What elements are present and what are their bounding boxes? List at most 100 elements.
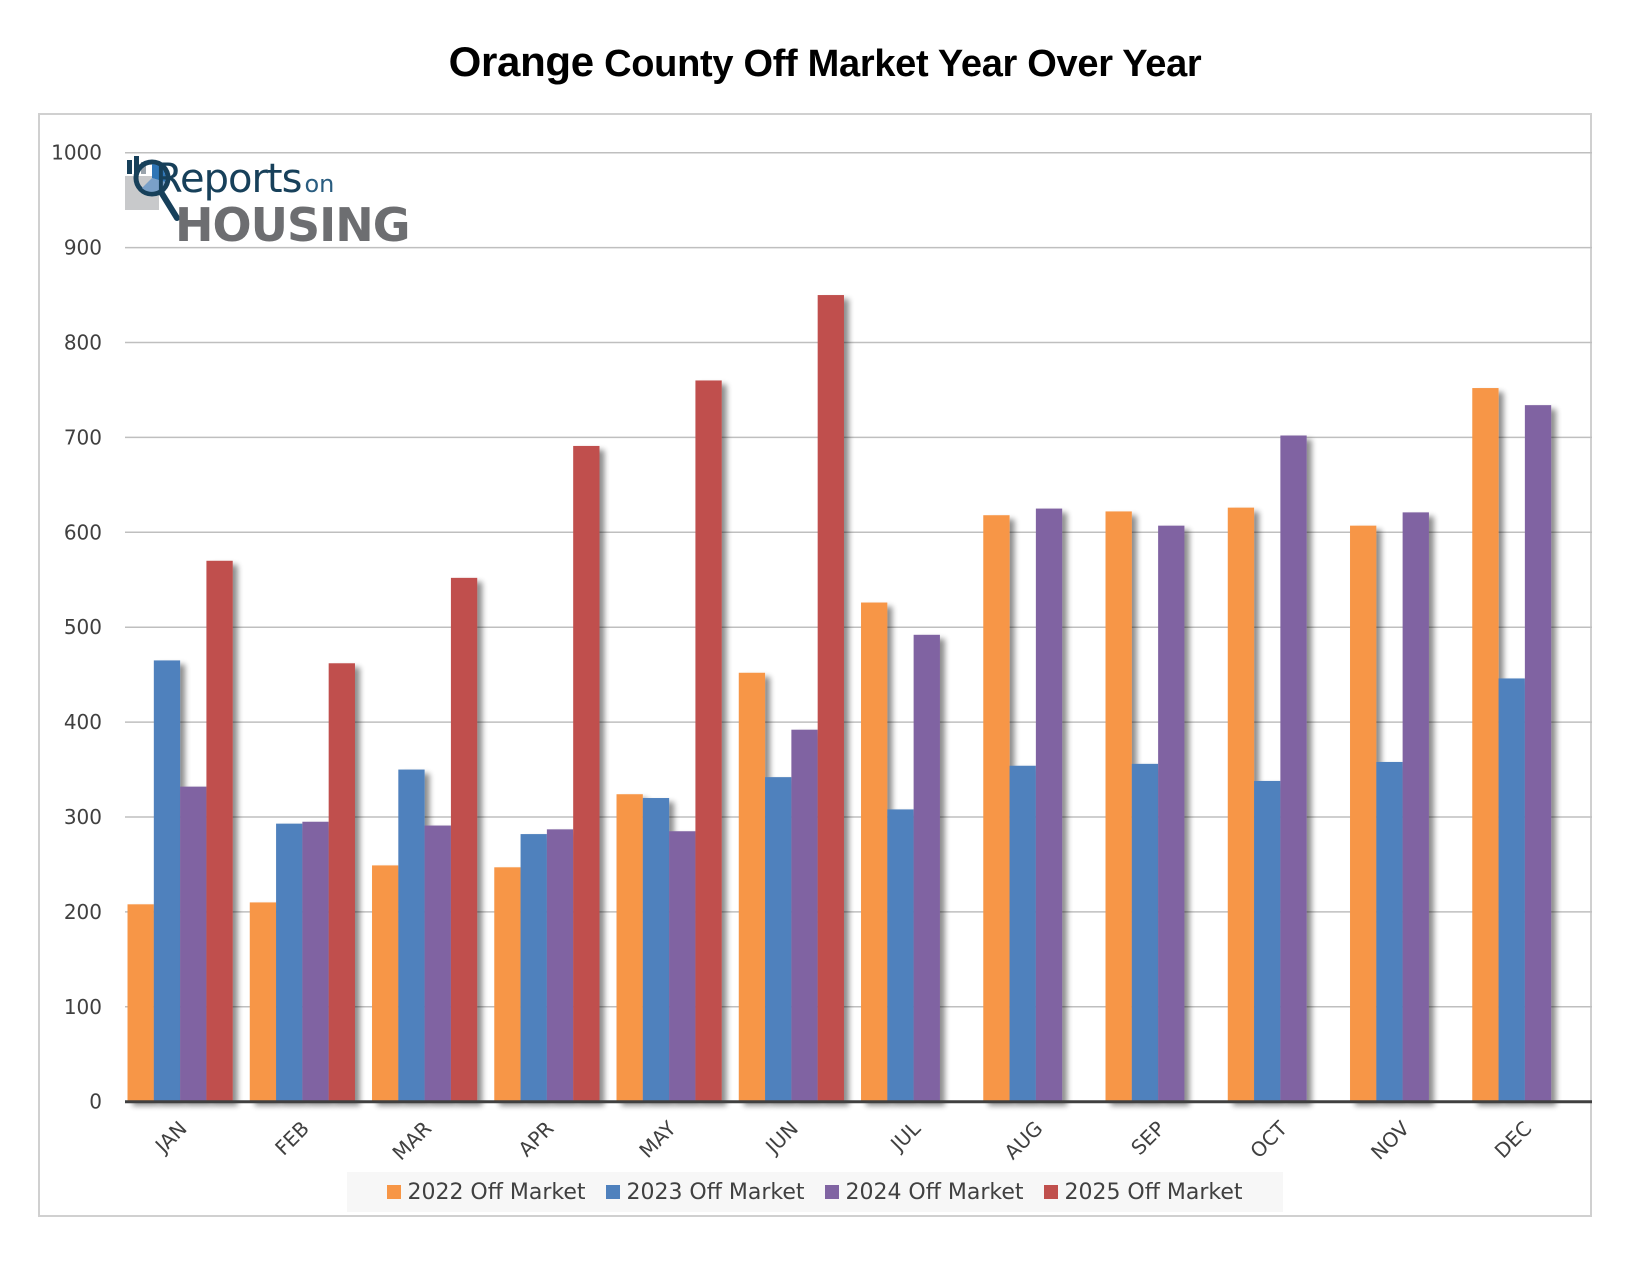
bar-2024-oct xyxy=(1280,435,1307,1102)
x-tick-label: NOV xyxy=(1366,1116,1414,1164)
bar-2025-jun xyxy=(817,295,844,1102)
bar-2022-may xyxy=(616,794,643,1102)
bar-2022-aug xyxy=(983,515,1010,1102)
bar-group-aug xyxy=(983,508,1063,1102)
x-tick-label: AUG xyxy=(999,1116,1047,1164)
bar-group-oct xyxy=(1227,435,1307,1102)
bar-2024-jul xyxy=(913,634,940,1102)
logo-text-housing: HOUSING xyxy=(175,198,410,252)
bar-2024-dec xyxy=(1524,405,1552,1102)
legend-swatch xyxy=(1044,1185,1059,1199)
bar-group-nov xyxy=(1350,512,1429,1102)
bar-2024-jan xyxy=(180,786,207,1102)
bar-2023-sep xyxy=(1131,763,1159,1102)
y-tick-label: 700 xyxy=(64,425,102,449)
chart-title-first-word: Orange xyxy=(448,38,595,85)
legend-item: 2025 Off Market xyxy=(1044,1179,1243,1205)
bar-2022-apr xyxy=(494,867,521,1102)
bar-group-apr xyxy=(494,445,600,1102)
bar-2024-sep xyxy=(1158,525,1185,1102)
y-tick-label: 800 xyxy=(64,331,102,355)
bar-2022-sep xyxy=(1105,511,1132,1102)
y-tick-label: 0 xyxy=(89,1090,102,1114)
y-tick-label: 500 xyxy=(64,615,102,639)
bar-group-feb xyxy=(249,663,355,1102)
bar-2023-mar xyxy=(398,769,425,1102)
x-tick-label: JUL xyxy=(884,1116,925,1157)
bar-2023-feb xyxy=(276,823,303,1102)
bar-group-may xyxy=(616,380,722,1102)
chart-title-rest: County Off Market Year Over Year xyxy=(593,43,1202,85)
bar-2023-oct xyxy=(1254,780,1281,1102)
bar-group-dec xyxy=(1472,388,1552,1102)
logo-magnifier-icon xyxy=(125,156,180,221)
bar-2024-aug xyxy=(1035,508,1063,1102)
bar-2022-jul xyxy=(861,602,888,1102)
bar-2024-nov xyxy=(1402,512,1429,1102)
bar-2024-jun xyxy=(791,729,818,1102)
bar-2023-jan xyxy=(153,660,181,1102)
y-tick-label: 1000 xyxy=(51,141,102,165)
gridlines xyxy=(125,151,1592,1008)
chart-legend: 2022 Off Market 2023 Off Market 2024 Off M… xyxy=(347,1172,1283,1212)
x-tick-label: FEB xyxy=(270,1116,314,1160)
chart-title: Orange County Off Market Year Over Year xyxy=(0,38,1650,86)
y-tick-label: 400 xyxy=(64,710,102,734)
bar-2023-dec xyxy=(1498,678,1525,1102)
x-tick-label: APR xyxy=(513,1116,558,1161)
x-tick-label: OCT xyxy=(1245,1116,1292,1163)
bar-2025-feb xyxy=(328,663,355,1102)
bar-2022-feb xyxy=(249,902,277,1102)
bar-2022-nov xyxy=(1350,525,1377,1102)
bar-2025-may xyxy=(695,380,722,1102)
bar-2023-nov xyxy=(1376,761,1403,1102)
x-tick-label: DEC xyxy=(1490,1116,1537,1163)
bar-2025-mar xyxy=(450,577,478,1102)
legend-swatch xyxy=(825,1185,840,1199)
y-tick-label: 900 xyxy=(64,236,102,260)
x-tick-label: JAN xyxy=(149,1116,192,1159)
bar-2025-jan xyxy=(206,560,233,1102)
bar-group-jun xyxy=(738,295,844,1102)
bar-2024-apr xyxy=(546,829,574,1102)
legend-label: 2023 Off Market xyxy=(626,1179,805,1205)
legend-item: 2024 Off Market xyxy=(825,1179,1024,1205)
bar-2024-may xyxy=(669,831,696,1102)
bar-2022-oct xyxy=(1227,507,1255,1102)
bar-2023-aug xyxy=(1009,765,1036,1102)
bar-2023-may xyxy=(642,798,670,1102)
x-tick-label: MAY xyxy=(634,1116,681,1163)
legend-swatch xyxy=(387,1185,402,1199)
bar-2022-jan xyxy=(127,904,154,1102)
bar-2022-dec xyxy=(1472,388,1499,1102)
bar-2022-jun xyxy=(738,672,766,1102)
y-tick-label: 600 xyxy=(64,520,102,544)
reports-on-housing-logo: Reports on HOUSING xyxy=(125,156,410,256)
x-tick-label: MAR xyxy=(387,1116,436,1165)
bar-2023-jun xyxy=(765,777,792,1102)
bar-group-mar xyxy=(372,577,478,1102)
bar-2025-apr xyxy=(573,445,600,1102)
legend-label: 2022 Off Market xyxy=(407,1179,586,1205)
bar-group-jan xyxy=(127,560,233,1102)
bars xyxy=(127,295,1552,1102)
legend-label: 2024 Off Market xyxy=(845,1179,1024,1205)
x-tick-label: JUN xyxy=(759,1116,802,1159)
y-tick-label: 200 xyxy=(64,900,102,924)
x-tick-label: SEP xyxy=(1126,1116,1169,1159)
bar-2024-feb xyxy=(302,821,329,1102)
bar-2022-mar xyxy=(372,865,399,1102)
bar-group-sep xyxy=(1105,511,1185,1102)
bar-2024-mar xyxy=(424,825,451,1102)
y-tick-label: 300 xyxy=(64,805,102,829)
bar-2023-jul xyxy=(887,809,914,1102)
legend-swatch xyxy=(606,1185,621,1199)
bar-2023-apr xyxy=(520,834,547,1102)
logo-text-reports: Reports on xyxy=(155,156,335,202)
x-axis-ticks: JAN FEB MAR APR MAY JUN JUL AUG SEP OCT NOV DEC xyxy=(149,1116,1536,1165)
bar-group-jul xyxy=(861,602,940,1102)
legend-item: 2022 Off Market xyxy=(387,1179,586,1205)
legend-label: 2025 Off Market xyxy=(1064,1179,1243,1205)
legend-item: 2023 Off Market xyxy=(606,1179,805,1205)
